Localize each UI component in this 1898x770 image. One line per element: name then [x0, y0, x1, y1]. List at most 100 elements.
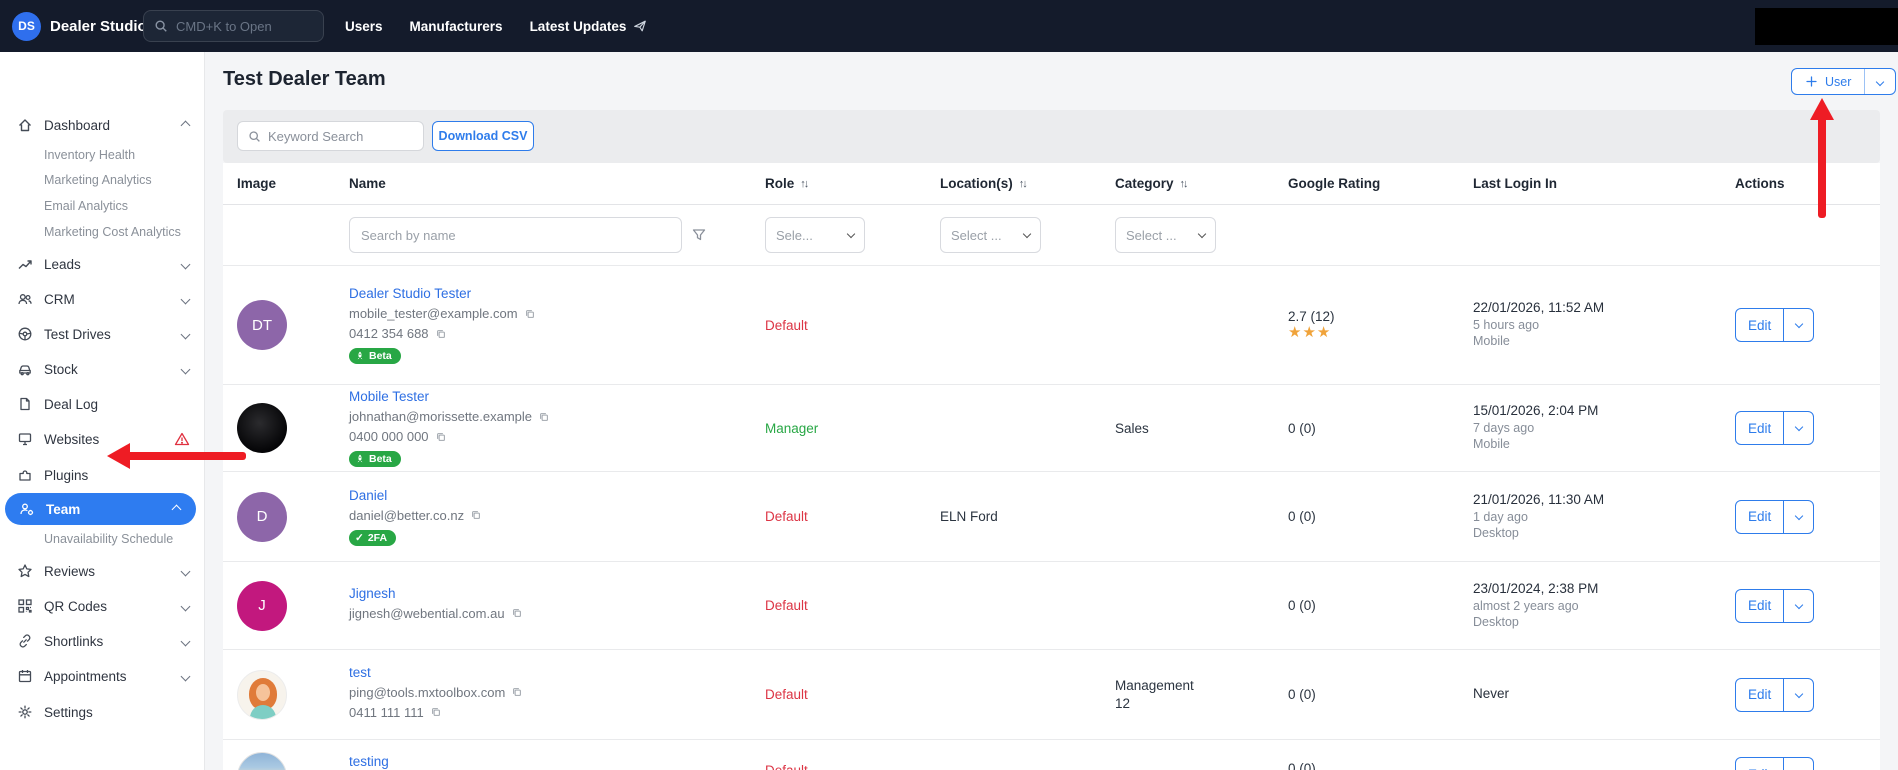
- edit-button[interactable]: Edit: [1735, 411, 1815, 445]
- star-icon: [16, 563, 33, 580]
- chevron-down-icon: [1197, 229, 1207, 239]
- chevron-down-icon: [180, 325, 191, 343]
- name-filter-input[interactable]: Search by name: [349, 217, 682, 253]
- sidebar-item-inventory-health[interactable]: Inventory Health: [44, 148, 136, 162]
- col-header-role[interactable]: Role ↑↓: [765, 176, 809, 191]
- avatar: J: [237, 580, 287, 631]
- sidebar-item-shortlinks[interactable]: Shortlinks: [0, 626, 205, 656]
- nav-latest-updates[interactable]: Latest Updates: [530, 19, 648, 34]
- name-filter-placeholder: Search by name: [361, 227, 456, 243]
- download-csv-button[interactable]: Download CSV: [432, 121, 534, 151]
- people-icon: [16, 291, 33, 308]
- location-value: ELN Ford: [940, 509, 998, 524]
- table-row: test ping@tools.mxtoolbox.com 0411 111 1…: [223, 650, 1880, 740]
- rocket-icon: [357, 351, 363, 360]
- redacted-area: [1755, 8, 1898, 45]
- sidebar-item-marketing-analytics[interactable]: Marketing Analytics: [44, 173, 152, 187]
- sidebar-item-dashboard[interactable]: Dashboard: [0, 110, 205, 140]
- link-icon: [16, 633, 33, 650]
- command-search-input[interactable]: CMD+K to Open: [143, 10, 324, 42]
- sort-icon[interactable]: ↑↓: [800, 177, 809, 190]
- user-name-link[interactable]: Dealer Studio Tester: [349, 286, 472, 301]
- copy-icon[interactable]: [538, 411, 550, 423]
- main-content: Test Dealer Team User Keyword Search Dow…: [205, 52, 1898, 770]
- chevron-down-icon: [180, 255, 191, 273]
- google-rating-value: 0 (0): [1288, 509, 1316, 524]
- sidebar-item-email-analytics[interactable]: Email Analytics: [44, 199, 129, 213]
- col-header-google-rating: Google Rating: [1288, 176, 1381, 191]
- user-email: daniel@better.co.nz: [349, 507, 465, 523]
- edit-button[interactable]: Edit: [1735, 588, 1815, 623]
- sidebar-item-leads[interactable]: Leads: [0, 249, 205, 279]
- edit-dropdown-toggle[interactable]: [1784, 309, 1813, 341]
- add-user-button[interactable]: User: [1791, 68, 1897, 95]
- sidebar-item-unavailability-schedule[interactable]: Unavailability Schedule: [44, 532, 174, 546]
- user-name-link[interactable]: Jignesh: [349, 585, 396, 601]
- chevron-up-icon: [171, 500, 182, 518]
- google-rating-value: 0 (0): [1288, 598, 1316, 613]
- location-filter-select[interactable]: Select ...: [940, 217, 1041, 253]
- edit-dropdown-toggle[interactable]: [1784, 590, 1813, 622]
- role-filter-select[interactable]: Sele...: [765, 217, 865, 253]
- copy-icon[interactable]: [511, 686, 523, 698]
- avatar-photo: [237, 752, 287, 770]
- user-name-link[interactable]: Daniel: [349, 487, 388, 503]
- user-name-link[interactable]: Mobile Tester: [349, 389, 430, 404]
- role-value: Default: [765, 598, 808, 613]
- copy-icon[interactable]: [435, 431, 447, 443]
- col-header-category[interactable]: Category ↑↓: [1115, 176, 1189, 191]
- chevron-up-icon: [180, 116, 191, 134]
- edit-button[interactable]: Edit: [1735, 757, 1815, 770]
- car-icon: [16, 361, 33, 378]
- chevron-down-icon: [180, 597, 191, 615]
- copy-icon[interactable]: [524, 308, 536, 320]
- edit-dropdown-toggle[interactable]: [1784, 412, 1813, 444]
- sidebar-item-qr-codes[interactable]: QR Codes: [0, 591, 205, 621]
- google-rating-value: 0 (0): [1288, 420, 1316, 436]
- avatar: DT: [237, 300, 287, 350]
- edit-button[interactable]: Edit: [1735, 308, 1815, 342]
- sidebar-item-marketing-cost-analytics[interactable]: Marketing Cost Analytics: [44, 225, 181, 239]
- chevron-down-icon: [180, 632, 191, 650]
- team-table: Image Name Role ↑↓ Location(s) ↑↓ Category…: [223, 163, 1880, 770]
- copy-icon[interactable]: [470, 509, 482, 521]
- sort-icon[interactable]: ↑↓: [1018, 177, 1028, 190]
- sidebar-item-plugins[interactable]: Plugins: [0, 460, 205, 490]
- avatar-photo: [237, 403, 287, 453]
- sidebar-item-deal-log[interactable]: Deal Log: [0, 389, 205, 419]
- category-filter-select[interactable]: Select ...: [1115, 217, 1216, 253]
- sort-icon[interactable]: ↑↓: [1179, 177, 1189, 190]
- edit-dropdown-toggle[interactable]: [1784, 679, 1813, 711]
- app-logo[interactable]: DS: [12, 11, 41, 41]
- copy-icon[interactable]: [430, 706, 442, 718]
- keyword-search-input[interactable]: Keyword Search: [237, 121, 424, 151]
- user-name-link[interactable]: testing: [349, 754, 389, 769]
- sidebar-item-crm[interactable]: CRM: [0, 284, 205, 314]
- edit-button[interactable]: Edit: [1735, 677, 1815, 712]
- nav-users[interactable]: Users: [345, 18, 383, 34]
- sidebar-item-test-drives[interactable]: Test Drives: [0, 319, 205, 349]
- sidebar-item-appointments[interactable]: Appointments: [0, 661, 205, 691]
- last-login-datetime: 23/01/2024, 2:38 PM: [1473, 580, 1599, 596]
- google-rating-value: 0 (0): [1288, 761, 1316, 770]
- add-user-dropdown-toggle[interactable]: [1865, 69, 1895, 94]
- sidebar-item-stock[interactable]: Stock: [0, 354, 205, 384]
- sidebar-item-settings[interactable]: Settings: [0, 697, 205, 727]
- sidebar-item-websites[interactable]: Websites: [0, 424, 205, 454]
- plus-icon: [1806, 76, 1817, 87]
- top-bar: DS Dealer Studio CMD+K to Open Users Man…: [0, 0, 1898, 52]
- copy-icon[interactable]: [435, 328, 447, 340]
- edit-dropdown-toggle[interactable]: [1784, 501, 1813, 533]
- sidebar-item-team[interactable]: Team: [5, 493, 196, 525]
- col-header-actions: Actions: [1735, 176, 1785, 191]
- nav-manufacturers[interactable]: Manufacturers: [409, 18, 503, 34]
- calendar-icon: [16, 668, 33, 685]
- copy-icon[interactable]: [511, 607, 523, 619]
- edit-button[interactable]: Edit: [1735, 499, 1815, 534]
- user-name-link[interactable]: test: [349, 664, 371, 680]
- filter-funnel-icon[interactable]: [691, 227, 707, 243]
- sidebar-item-reviews[interactable]: Reviews: [0, 556, 205, 586]
- edit-dropdown-toggle[interactable]: [1784, 758, 1813, 770]
- col-header-locations[interactable]: Location(s) ↑↓: [940, 176, 1028, 191]
- avatar-illustration: [237, 669, 287, 720]
